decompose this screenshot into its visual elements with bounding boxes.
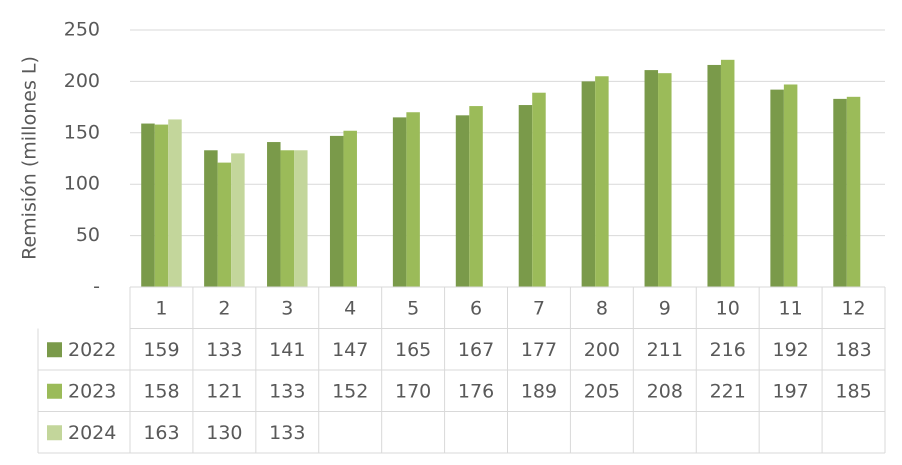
x-tick-label: 2 — [218, 297, 230, 319]
table-value: 211 — [647, 339, 683, 361]
table-value: 141 — [269, 339, 305, 361]
x-tick-label: 9 — [659, 297, 671, 319]
bar — [532, 92, 546, 287]
bar — [154, 124, 169, 288]
bar — [280, 150, 295, 287]
table-value: 121 — [206, 380, 242, 402]
legend-swatch — [47, 342, 62, 358]
bar — [658, 73, 672, 288]
y-tick-label: 50 — [76, 224, 100, 246]
legend-label: 2023 — [68, 380, 116, 402]
table-value: 159 — [143, 339, 179, 361]
bar — [720, 59, 735, 288]
table-value: 216 — [710, 339, 746, 361]
bar — [217, 162, 232, 287]
x-tick-label: 4 — [344, 297, 356, 319]
bar — [168, 119, 182, 287]
y-tick-label: 100 — [64, 173, 100, 195]
y-tick-label: 150 — [64, 121, 100, 143]
bar — [294, 150, 308, 287]
x-tick-label: 6 — [470, 297, 482, 319]
bar — [267, 142, 281, 287]
x-tick-label: 7 — [533, 297, 545, 319]
x-tick-label: 1 — [155, 297, 167, 319]
legend-label: 2022 — [68, 339, 116, 361]
bar — [595, 76, 609, 287]
legend-swatch — [47, 425, 62, 441]
legend-swatch — [47, 383, 62, 399]
bar — [204, 150, 218, 287]
x-tick-label: 8 — [596, 297, 608, 319]
table-value: 130 — [206, 422, 242, 444]
table-value: 183 — [835, 339, 871, 361]
table-value: 185 — [835, 380, 871, 402]
bar — [141, 123, 155, 287]
bar — [846, 96, 861, 287]
x-tick-label: 10 — [716, 297, 740, 319]
table-value: 133 — [269, 422, 305, 444]
bar — [231, 153, 245, 287]
bar — [329, 135, 344, 287]
x-tick-label: 3 — [281, 297, 293, 319]
table-value: 205 — [584, 380, 620, 402]
table-value: 165 — [395, 339, 431, 361]
bar — [455, 115, 470, 287]
table-value: 221 — [710, 380, 746, 402]
table-value: 200 — [584, 339, 620, 361]
table-value: 152 — [332, 380, 368, 402]
y-tick-label: 200 — [64, 70, 100, 92]
table-value: 147 — [332, 339, 368, 361]
y-tick-label: 250 — [64, 19, 100, 41]
table-value: 177 — [521, 339, 557, 361]
table-value: 192 — [772, 339, 808, 361]
bar — [770, 89, 784, 288]
table-value: 189 — [521, 380, 557, 402]
bar — [833, 98, 847, 287]
table-value: 167 — [458, 339, 494, 361]
legend-label: 2024 — [68, 422, 116, 444]
bar — [783, 84, 798, 287]
x-tick-label: 12 — [841, 297, 865, 319]
table-value: 163 — [143, 422, 179, 444]
bar — [406, 112, 420, 288]
y-tick-label: - — [93, 276, 100, 298]
table-value: 133 — [206, 339, 242, 361]
bar — [644, 70, 659, 287]
bar — [518, 105, 533, 287]
x-tick-label: 11 — [779, 297, 803, 319]
bar — [392, 117, 407, 287]
table-value: 176 — [458, 380, 494, 402]
table-value: 158 — [143, 380, 179, 402]
table-value: 208 — [647, 380, 683, 402]
table-value: 133 — [269, 380, 305, 402]
table-value: 170 — [395, 380, 431, 402]
x-tick-label: 5 — [407, 297, 419, 319]
y-axis-label: Remisión (millones L) — [19, 56, 41, 260]
bar — [469, 106, 483, 288]
bar — [707, 64, 721, 288]
bar — [343, 130, 357, 287]
bar — [581, 81, 596, 288]
table-value: 197 — [772, 380, 808, 402]
